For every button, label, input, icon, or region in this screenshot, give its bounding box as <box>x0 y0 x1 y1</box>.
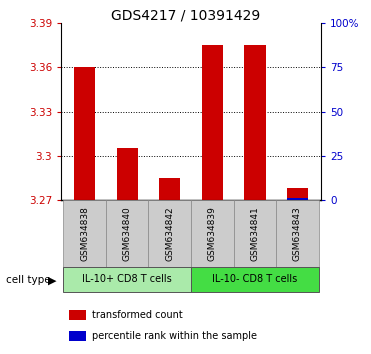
Bar <box>159 178 180 200</box>
Text: GSM634841: GSM634841 <box>250 206 259 261</box>
Bar <box>202 45 223 200</box>
Bar <box>287 198 308 200</box>
Bar <box>63 267 191 292</box>
Bar <box>244 45 266 200</box>
Text: IL-10- CD8 T cells: IL-10- CD8 T cells <box>212 274 298 284</box>
Text: GDS4217 / 10391429: GDS4217 / 10391429 <box>111 9 260 23</box>
Text: IL-10+ CD8 T cells: IL-10+ CD8 T cells <box>82 274 172 284</box>
Text: GSM634843: GSM634843 <box>293 206 302 261</box>
Text: GSM634840: GSM634840 <box>123 206 132 261</box>
Bar <box>69 310 86 320</box>
Text: GSM634838: GSM634838 <box>80 206 89 261</box>
Text: GSM634839: GSM634839 <box>208 206 217 261</box>
Bar <box>191 200 234 267</box>
Bar <box>63 200 106 267</box>
Text: transformed count: transformed count <box>92 310 183 320</box>
Text: percentile rank within the sample: percentile rank within the sample <box>92 331 257 341</box>
Bar <box>234 200 276 267</box>
Text: GSM634842: GSM634842 <box>165 206 174 261</box>
Bar <box>148 200 191 267</box>
Bar <box>116 148 138 200</box>
Bar <box>106 200 148 267</box>
Bar <box>69 331 86 341</box>
Bar <box>191 267 319 292</box>
Bar <box>276 200 319 267</box>
Bar <box>287 188 308 200</box>
Text: cell type: cell type <box>6 275 50 285</box>
Text: ▶: ▶ <box>47 275 56 285</box>
Bar <box>74 67 95 200</box>
